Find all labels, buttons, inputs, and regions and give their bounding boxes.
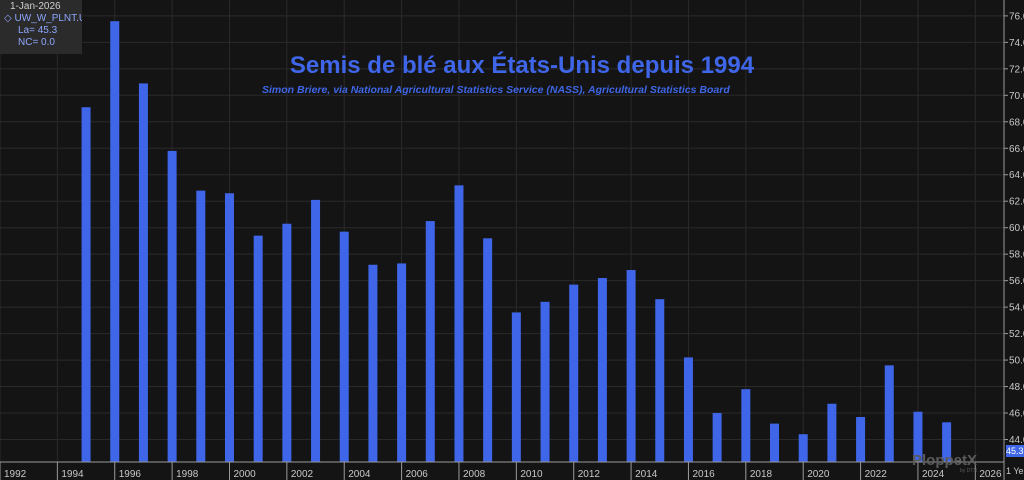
x-tick-label: 2000	[233, 469, 256, 480]
bar-2024	[913, 411, 923, 462]
y-tick-label: 62.0	[1009, 197, 1024, 208]
bar-2010	[511, 312, 521, 462]
bar-2006	[397, 263, 407, 462]
y-tick-label: 50.0	[1009, 356, 1024, 367]
y-tick-label: 48.0	[1009, 382, 1024, 393]
y-tick-label: 56.0	[1009, 276, 1024, 287]
horizontal-gridlines	[0, 15, 1004, 440]
bar-2023	[884, 365, 894, 462]
info-symbol[interactable]: ◇ UW_W_PLNT.US	[0, 13, 82, 25]
info-last: La= 45.3	[18, 25, 58, 36]
y-tick-label: 74.0	[1009, 38, 1024, 49]
x-tick-label: 2022	[865, 469, 888, 480]
bar-2022	[856, 416, 866, 462]
info-date: 1-Jan-2026	[10, 1, 61, 12]
period-label[interactable]: 1 Ye	[1006, 466, 1024, 476]
x-tick-label: 2004	[348, 469, 371, 480]
chart-subtitle: Simon Briere, via National Agricultural …	[262, 84, 730, 96]
x-tick-label: 2012	[578, 469, 601, 480]
bar-2025	[942, 422, 952, 462]
watermark-sub: by DTN	[960, 468, 977, 474]
bar-2016	[683, 357, 693, 462]
info-net-change: NC= 0.0	[18, 37, 55, 48]
diamond-icon: ◇	[4, 13, 15, 24]
x-tick-label: 1994	[61, 469, 84, 480]
chart-title: Semis de blé aux États-Unis depuis 1994	[290, 51, 755, 79]
info-symbol-label: UW_W_PLNT.US	[14, 13, 82, 24]
bar-2004	[339, 231, 349, 462]
y-tick-label: 70.0	[1009, 91, 1024, 102]
bar-1999	[196, 190, 206, 463]
bar-2007	[425, 221, 435, 462]
x-tick-label: 2016	[692, 469, 715, 480]
bar-2000	[224, 193, 234, 462]
x-tick-label: 1996	[119, 469, 142, 480]
y-tick-label: 46.0	[1009, 409, 1024, 420]
x-tick-label: 2024	[922, 469, 945, 480]
bar-2013	[597, 277, 607, 462]
bar-2002	[282, 223, 292, 462]
x-tick-label: 2014	[635, 469, 658, 480]
bar-2017	[712, 413, 722, 462]
y-tick-label: 58.0	[1009, 250, 1024, 261]
bar-2011	[540, 301, 550, 462]
plot-background	[0, 0, 1004, 462]
x-tick-label: 2002	[291, 469, 314, 480]
y-tick-label: 72.0	[1009, 64, 1024, 75]
bar-2001	[253, 235, 263, 462]
x-tick-label: 2008	[463, 469, 486, 480]
info-box: 1-Jan-2026 ◇ UW_W_PLNT.US La= 45.3 NC= 0…	[0, 0, 82, 54]
bar-2005	[368, 264, 378, 462]
bar-2012	[569, 284, 579, 462]
bar-2020	[798, 434, 808, 462]
bar-1996	[110, 21, 120, 463]
bar-2015	[655, 299, 665, 462]
x-tick-label: 2026	[979, 469, 1002, 480]
bars	[81, 21, 952, 463]
bar-1998	[167, 150, 177, 462]
x-tick-label: 2010	[520, 469, 543, 480]
x-axis-ticks: 1992 1994 1996 1998 2000 2002 2004 2006 2008 2010…	[0, 462, 1002, 480]
x-tick-label: 2018	[750, 469, 773, 480]
y-tick-label: 54.0	[1009, 303, 1024, 314]
bar-2019	[770, 423, 780, 462]
bar-2014	[626, 270, 636, 462]
x-tick-label: 2020	[807, 469, 830, 480]
y-tick-label: 68.0	[1009, 117, 1024, 128]
bar-2003	[311, 199, 321, 462]
bar-2018	[741, 389, 751, 462]
y-axis-ticks: 44.0 46.0 48.0 50.0 52.0 54.0 56.0 58.0 60.0 62.0…	[1004, 11, 1024, 446]
y-tick-label: 66.0	[1009, 144, 1024, 155]
last-value-badge: 45.3	[1006, 445, 1024, 457]
x-tick-label: 2006	[406, 469, 429, 480]
bar-2009	[483, 238, 493, 462]
bar-2021	[827, 403, 837, 462]
bar-1995	[81, 107, 91, 462]
y-tick-label: 52.0	[1009, 329, 1024, 340]
x-tick-label: 1992	[4, 469, 27, 480]
y-tick-label: 60.0	[1009, 223, 1024, 234]
y-tick-label: 64.0	[1009, 170, 1024, 181]
y-tick-label: 44.0	[1009, 435, 1024, 446]
bar-2008	[454, 185, 464, 462]
watermark-logo: PloppetX	[912, 452, 978, 469]
y-tick-label: 76.0	[1009, 11, 1024, 22]
x-tick-label: 1998	[176, 469, 199, 480]
bar-1997	[138, 83, 148, 462]
